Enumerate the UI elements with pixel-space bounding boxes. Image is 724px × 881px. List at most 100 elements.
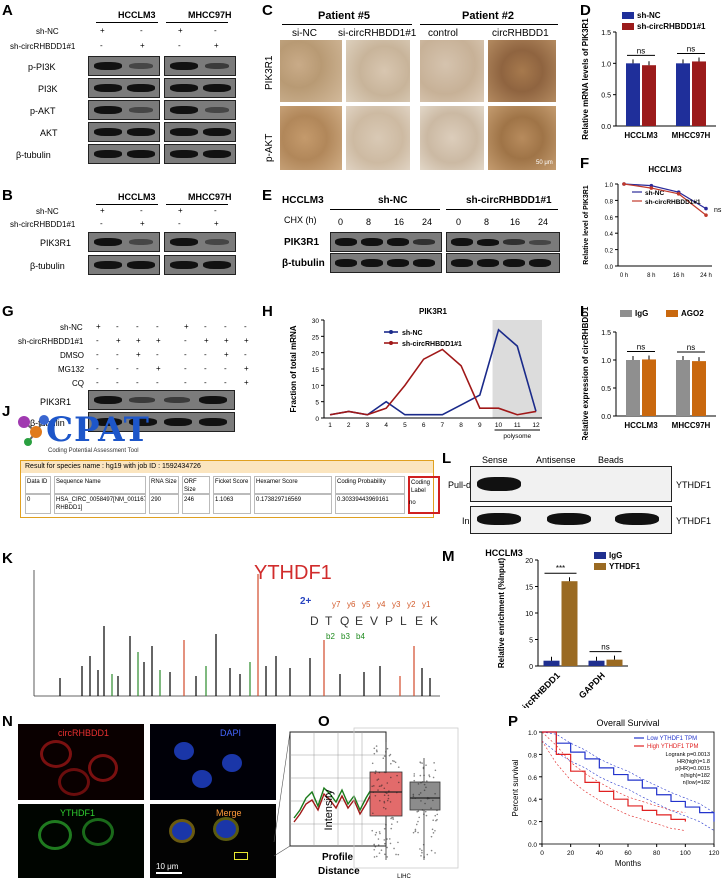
sign: + (214, 219, 219, 228)
panel-label-l: L (442, 450, 452, 467)
x-tick-label: 11 (514, 422, 521, 429)
data-point (373, 747, 376, 750)
bar (642, 359, 656, 416)
x-tick-label: 2 (347, 422, 351, 429)
legend-swatch (622, 12, 634, 19)
data-point (392, 818, 395, 820)
data-point (389, 842, 392, 845)
table-header: Coding Probability (335, 476, 405, 494)
data-point (386, 838, 388, 840)
data-point (428, 775, 431, 778)
blot-strip (88, 122, 160, 142)
table-cell: HSA_CIRC_0058497[NM_001167608] RHBDD1] (54, 494, 146, 514)
confidence-band (541, 740, 686, 831)
table-header: Hexamer Score (254, 476, 332, 494)
sign: + (224, 336, 229, 345)
table-cell: no (409, 500, 416, 506)
data-point (417, 783, 420, 785)
data-point (397, 853, 400, 856)
data-point (396, 791, 398, 794)
data-point (412, 793, 415, 796)
panel-label-h: H (262, 303, 273, 320)
blot-strip (164, 144, 236, 164)
ihc-image (346, 40, 410, 102)
cpat-subtitle: Coding Potential Assessment Tool (48, 448, 139, 454)
y-axis-label: Fraction of total mRNA (289, 325, 298, 412)
charge-label: 2+ (300, 596, 312, 607)
data-point (649, 183, 654, 188)
table-cell: 246 (182, 494, 210, 514)
x-tick-label: 16 h (673, 273, 685, 279)
y-ion-label: y4 (377, 600, 386, 609)
x-tick-label: 6 (422, 422, 426, 429)
data-point (412, 795, 415, 797)
sign: - (184, 378, 187, 387)
sign: - (184, 350, 187, 359)
time-label: 16 (510, 217, 521, 227)
data-point (386, 782, 389, 784)
bar (676, 63, 690, 126)
data-point (419, 761, 422, 764)
amino-acid: P (385, 614, 394, 628)
data-point (378, 831, 381, 833)
data-point (704, 213, 708, 217)
y-axis-label: Relative mRNA levels of PIK3R1 (581, 18, 590, 140)
x-tick-label: 40 (596, 850, 604, 857)
data-point (383, 787, 386, 790)
data-point (649, 186, 654, 190)
category-label: circRHBDD1 (517, 670, 562, 708)
table-cell: 1.1063 (213, 494, 251, 514)
data-point (388, 754, 391, 757)
protein-title: YTHDF1 (254, 562, 332, 584)
blot-strip (88, 412, 235, 432)
y-tick-label: 20 (525, 558, 533, 565)
y-ion-label: y2 (407, 600, 416, 609)
y-tick-label: 10 (525, 611, 533, 618)
blot-row-label: PI3K (38, 84, 58, 94)
bar (692, 361, 706, 416)
column-label: Antisense (536, 455, 576, 465)
data-point (422, 843, 425, 846)
legend-swatch (594, 563, 606, 570)
blot-strip (446, 253, 560, 273)
data-point (427, 796, 429, 799)
x-tick-label: 5 (403, 422, 407, 429)
data-point (378, 852, 381, 854)
y-tick-label: 10 (312, 383, 320, 390)
legend-swatch (622, 23, 634, 30)
data-point (430, 835, 433, 838)
chart-title: HCCLM3 (485, 548, 523, 558)
amino-acid: E (355, 614, 364, 628)
column-label: circRHBDD1 (492, 28, 549, 39)
row-label-sh-circ: sh-circRHBDD1#1 (10, 42, 76, 51)
y-tick-label: 1.5 (601, 330, 611, 337)
y-tick-label: 0.4 (528, 797, 537, 804)
data-point (378, 771, 381, 774)
sign: - (156, 322, 159, 331)
x-tick-label: 0 h (620, 273, 628, 279)
time-label: 16 (394, 217, 405, 227)
sign: - (214, 206, 217, 215)
x-axis-label: LIHC (397, 874, 411, 880)
chart-title: HCCLM3 (648, 165, 682, 174)
data-point (373, 752, 376, 755)
data-point (414, 830, 417, 832)
stat-label: Logrank p=0.0013 (666, 752, 711, 758)
sign: - (204, 350, 207, 359)
patient-label: Patient #2 (462, 10, 514, 22)
data-point (386, 846, 388, 849)
sign: - (244, 350, 247, 359)
data-point (418, 793, 420, 796)
y-ion-label: y6 (347, 600, 356, 609)
category-label: MHCC97H (672, 131, 711, 140)
data-point (434, 814, 437, 817)
panel-label-k: K (2, 550, 13, 567)
legend-label: sh-circRHBDD1#1 (645, 199, 701, 206)
data-point (383, 755, 386, 757)
data-point (373, 856, 376, 858)
sign: - (156, 350, 159, 359)
sign: - (184, 336, 187, 345)
y-axis-label: Relative expression of circRHBDD1 (581, 306, 590, 440)
blot-strip (446, 232, 560, 252)
data-point (374, 845, 377, 848)
